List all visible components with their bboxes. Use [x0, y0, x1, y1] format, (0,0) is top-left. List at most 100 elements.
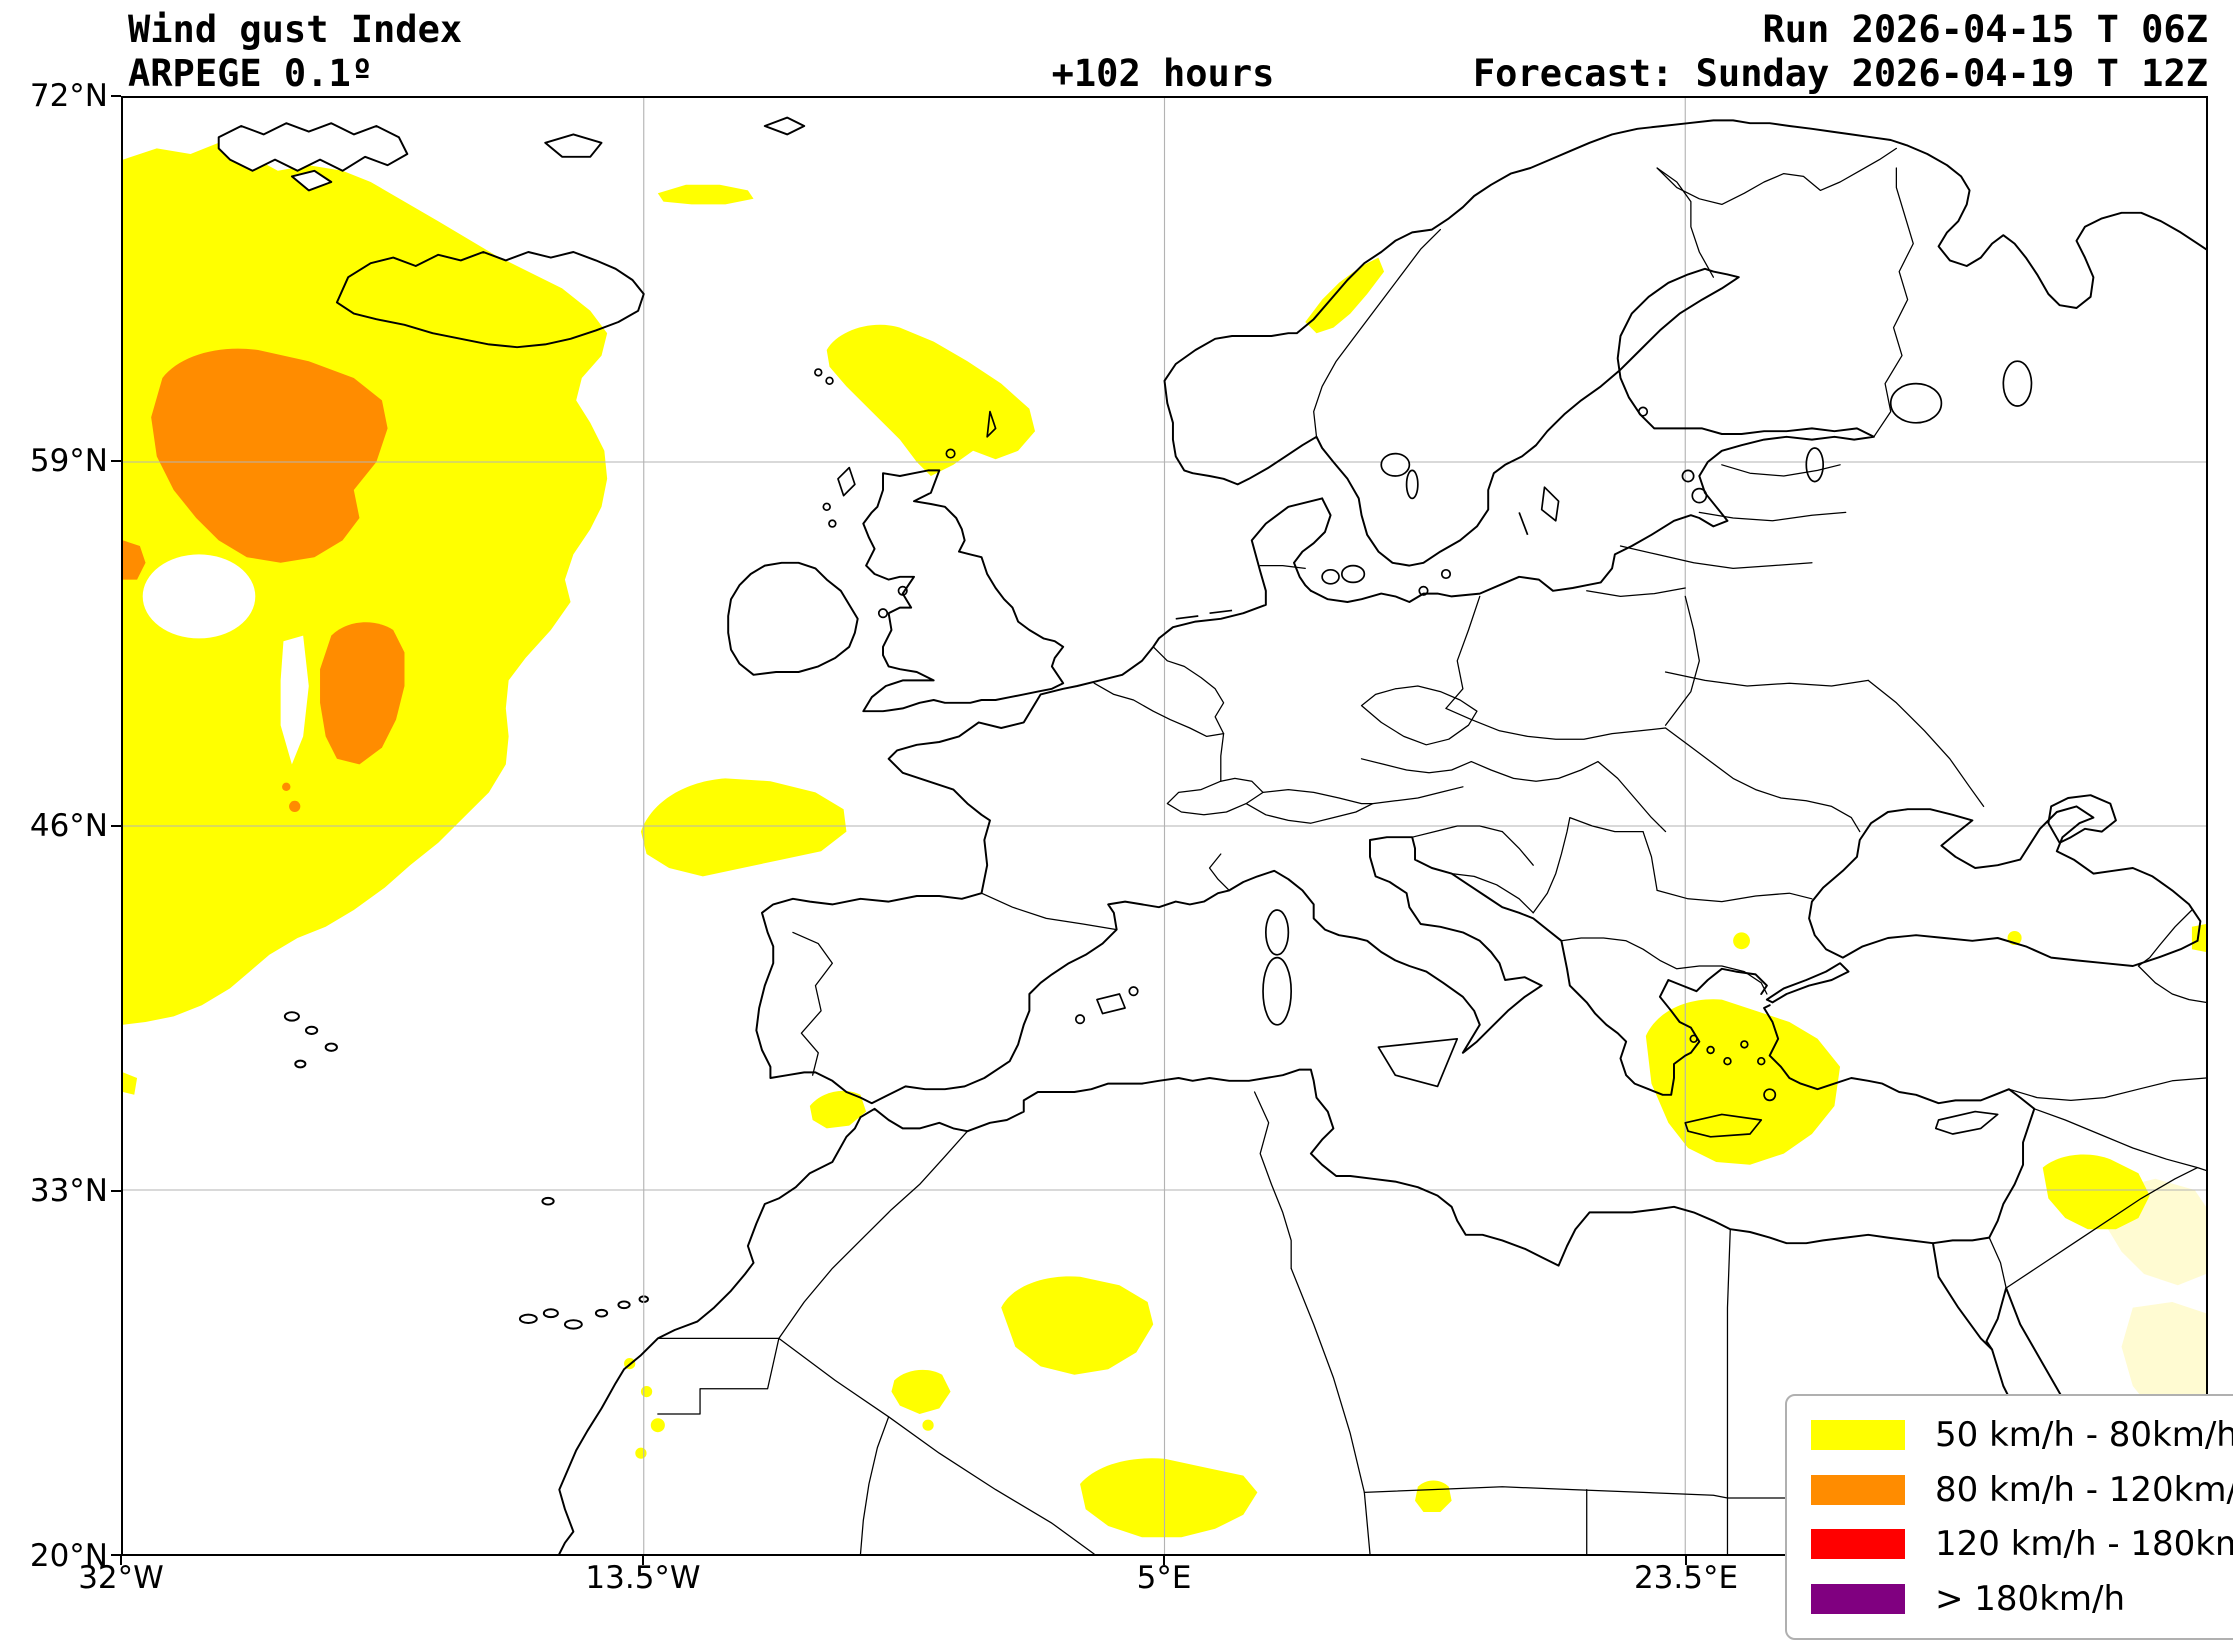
- coast-sea-of-marmara: [1765, 962, 1850, 1004]
- cyclades-island: [1723, 1056, 1732, 1066]
- canary-island: [617, 1300, 631, 1310]
- forecast-datetime: Forecast: Sunday 2026-04-19 T 12Z: [1472, 52, 2208, 95]
- hebrides-island: [828, 519, 837, 528]
- aland-island: [1637, 406, 1649, 417]
- graticule: [123, 98, 2206, 1554]
- azores-island: [283, 1011, 300, 1022]
- legend-swatch-orange: [1811, 1474, 1905, 1505]
- axis-tick: [1163, 1556, 1165, 1565]
- ibiza-island: [1074, 1014, 1086, 1025]
- gotland-island: [1540, 486, 1560, 522]
- yellow-blob-holes: [142, 554, 309, 765]
- axis-tick: [111, 1554, 121, 1556]
- lat-label-46n: 46°N: [29, 808, 108, 844]
- greenland-coast: [290, 169, 333, 192]
- crete-island: [1684, 1113, 1763, 1138]
- coast-ireland: [727, 561, 859, 676]
- axis-tick: [111, 460, 121, 462]
- axis-tick: [642, 1556, 644, 1565]
- zealand-island: [1340, 564, 1366, 584]
- menorca-island: [1128, 986, 1139, 997]
- island-masks: [217, 116, 806, 1330]
- greenland-coast: [544, 133, 603, 158]
- axis-tick: [111, 1190, 121, 1192]
- coastlines: [335, 119, 2206, 1554]
- islands: [814, 368, 1999, 1138]
- lake-ladoga: [1889, 382, 1943, 424]
- lake-vattern: [1405, 469, 1419, 500]
- azores-island: [324, 1042, 338, 1052]
- cyprus-island: [1934, 1110, 1999, 1135]
- greenland-coast: [217, 122, 409, 172]
- axis-tick: [111, 95, 121, 97]
- sardinia-island: [1262, 956, 1293, 1026]
- wind-area-orange: [123, 348, 405, 812]
- legend-label: > 180km/h: [1935, 1578, 2126, 1619]
- legend-swatch-red: [1811, 1529, 1905, 1560]
- lakes: [1380, 360, 2033, 500]
- hiiumaa-island: [1681, 469, 1695, 483]
- hebrides-island: [822, 502, 831, 512]
- legend-item: 50 km/h - 80km/h: [1811, 1415, 2233, 1455]
- lat-label-20n: 20°N: [29, 1538, 108, 1574]
- corsica-island: [1264, 909, 1290, 956]
- legend-item: 120 km/h - 180km/h: [1811, 1524, 2233, 1564]
- orkney-island: [945, 448, 956, 459]
- axis-tick: [120, 1556, 122, 1565]
- shetland-island: [986, 410, 997, 438]
- canary-island: [563, 1319, 583, 1330]
- lon-label-235e: 23.5°E: [1633, 1560, 1739, 1596]
- coast-west-europe: [755, 497, 1768, 1105]
- funen-island: [1321, 568, 1340, 585]
- coast-great-britain: [862, 469, 1065, 713]
- canary-island: [594, 1308, 609, 1318]
- coast-iceland: [335, 251, 645, 349]
- lat-label-59n: 59°N: [29, 443, 108, 479]
- lon-label-135w: 13.5°W: [585, 1560, 701, 1596]
- mallorca-island: [1096, 993, 1126, 1015]
- legend-label: 80 km/h - 120km/h: [1935, 1469, 2233, 1510]
- faroe-island: [825, 376, 834, 386]
- coast-north-europe: [1163, 119, 2206, 603]
- sicily-island: [1377, 1037, 1459, 1088]
- lake-onega: [2002, 360, 2033, 407]
- lake-vanern: [1380, 452, 1411, 477]
- coast-sea-of-azov: [2047, 794, 2117, 844]
- cyclades-island: [1706, 1045, 1715, 1055]
- run-datetime: Run 2026-04-15 T 06Z: [1762, 8, 2208, 51]
- legend-item: 80 km/h - 120km/h: [1811, 1470, 2233, 1510]
- azores-island: [304, 1025, 319, 1036]
- lat-label-72n: 72°N: [29, 78, 108, 114]
- lon-label-5e: 5°E: [1136, 1560, 1192, 1596]
- coast-denmark: [1292, 497, 1332, 592]
- canary-island: [518, 1313, 538, 1324]
- cyclades-island: [1757, 1056, 1766, 1066]
- lon-label-32w: 32°W: [78, 1560, 164, 1596]
- saaremaa-island: [1691, 487, 1708, 504]
- legend-swatch-purple: [1811, 1583, 1905, 1614]
- bornholm-island: [1440, 568, 1452, 580]
- frisian-islands: [1175, 609, 1233, 620]
- isle-of-man: [897, 585, 908, 596]
- map-canvas: [123, 98, 2206, 1554]
- oland-island: [1518, 512, 1529, 536]
- axis-tick: [1685, 1556, 1687, 1565]
- lat-label-33n: 33°N: [29, 1173, 108, 1209]
- axis-tick: [111, 825, 121, 827]
- madeira-island: [541, 1196, 555, 1206]
- legend-swatch-yellow: [1811, 1420, 1905, 1451]
- canary-island: [542, 1308, 559, 1319]
- coast-africa-levant: [558, 1004, 2036, 1554]
- lead-time: +102 hours: [1051, 52, 1275, 95]
- map-title: Wind gust Index: [128, 8, 463, 51]
- legend-label: 120 km/h - 180km/h: [1935, 1524, 2233, 1565]
- rugen-island: [1418, 585, 1429, 596]
- rhodes-island: [1763, 1088, 1777, 1102]
- cyclades-island: [1689, 1034, 1698, 1043]
- forecast-map: 50 km/h - 80km/h 80 km/h - 120km/h 120 k…: [121, 96, 2233, 1640]
- azores-island: [294, 1059, 307, 1069]
- legend-label: 50 km/h - 80km/h: [1935, 1415, 2233, 1456]
- coast-black-sea: [1808, 805, 2202, 967]
- legend: 50 km/h - 80km/h 80 km/h - 120km/h 120 k…: [1785, 1394, 2233, 1640]
- faroe-island: [814, 368, 823, 377]
